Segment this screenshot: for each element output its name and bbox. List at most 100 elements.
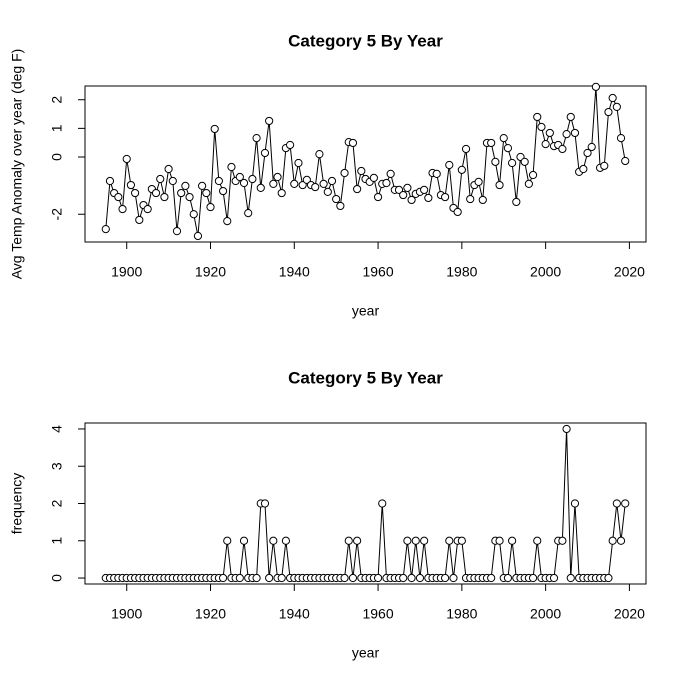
data-point [415, 573, 425, 583]
data-point [319, 179, 328, 188]
data-point [608, 536, 617, 545]
data-point [269, 179, 278, 188]
data-point [156, 174, 165, 184]
data-point [252, 133, 261, 143]
data-point [616, 536, 626, 545]
data-point [394, 185, 404, 195]
data-point [378, 499, 387, 508]
data-point [399, 573, 408, 583]
data-point [151, 188, 161, 198]
data-point [566, 112, 575, 122]
data-point [549, 573, 559, 583]
data-point [604, 107, 613, 117]
data-point [386, 169, 395, 178]
data-point [403, 536, 412, 545]
data-point [344, 536, 353, 545]
data-point [311, 182, 320, 192]
data-point [499, 133, 508, 143]
data-point [528, 573, 538, 583]
data-point [185, 192, 194, 202]
data-point [533, 112, 542, 122]
y-tick-label: -2 [49, 208, 65, 221]
data-point [126, 180, 136, 190]
y-tick-label: 1 [49, 537, 65, 545]
data-point [587, 142, 596, 152]
data-point [172, 227, 182, 236]
data-point [453, 207, 462, 217]
data-point [503, 144, 513, 153]
y-tick-label: 1 [49, 124, 65, 132]
data-point [181, 181, 190, 190]
y-tick-label: 2 [49, 499, 65, 507]
y-axis-label: frequency [9, 473, 25, 534]
data-point [340, 168, 349, 178]
data-point [357, 166, 366, 176]
data-point [235, 573, 244, 583]
data-point [260, 148, 270, 158]
data-point [332, 194, 341, 204]
data-point [369, 173, 378, 182]
y-axis-label: Avg Temp Anomaly over year (deg F) [9, 49, 25, 280]
data-point [508, 158, 517, 168]
data-point [265, 573, 274, 583]
x-tick-label: 1980 [446, 606, 477, 622]
data-point [495, 536, 504, 545]
data-point [235, 172, 244, 182]
x-tick-label: 1920 [195, 606, 226, 622]
data-point [118, 204, 127, 214]
data-point [373, 573, 383, 583]
data-point [223, 217, 232, 226]
data-point [277, 188, 286, 198]
data-point [558, 536, 567, 545]
data-point [621, 499, 630, 508]
data-point [537, 122, 546, 132]
data-point [440, 192, 450, 202]
data-point [160, 192, 169, 202]
data-point [114, 192, 123, 202]
data-point [566, 573, 575, 583]
data-point [348, 138, 358, 148]
data-point [227, 162, 236, 172]
data-point [294, 158, 303, 168]
data-point [281, 536, 291, 545]
data-line [105, 428, 626, 579]
x-tick-label: 2020 [614, 264, 645, 280]
data-point [193, 231, 203, 241]
data-point [445, 536, 454, 545]
data-point [277, 573, 286, 583]
data-point [487, 138, 496, 148]
data-point [612, 102, 621, 111]
data-point [327, 176, 337, 186]
data-point [290, 179, 299, 188]
data-point [487, 573, 496, 583]
data-point [520, 157, 529, 166]
data-point [105, 176, 115, 186]
data-point [491, 157, 500, 166]
data-point [373, 192, 383, 202]
x-tick-label: 1940 [279, 606, 310, 622]
data-point [432, 169, 441, 178]
data-point [239, 178, 249, 188]
data-point [541, 140, 550, 149]
data-point [348, 573, 358, 583]
data-point [474, 177, 483, 186]
data-point [269, 536, 278, 545]
data-point [143, 204, 152, 214]
x-tick-label: 2000 [530, 606, 561, 622]
data-point [244, 208, 253, 218]
data-point [239, 536, 249, 545]
data-point [600, 161, 609, 170]
x-tick-label: 1960 [362, 264, 393, 280]
data-point [260, 499, 270, 508]
plot-frame [84, 85, 647, 243]
data-point [315, 150, 324, 159]
y-tick-label: 4 [49, 425, 65, 433]
x-tick-label: 1940 [279, 264, 310, 280]
plot-frame [84, 422, 647, 585]
data-point [135, 215, 144, 225]
data-point [353, 536, 362, 545]
data-point [382, 178, 391, 188]
data-point [206, 202, 215, 212]
data-point [168, 176, 177, 186]
